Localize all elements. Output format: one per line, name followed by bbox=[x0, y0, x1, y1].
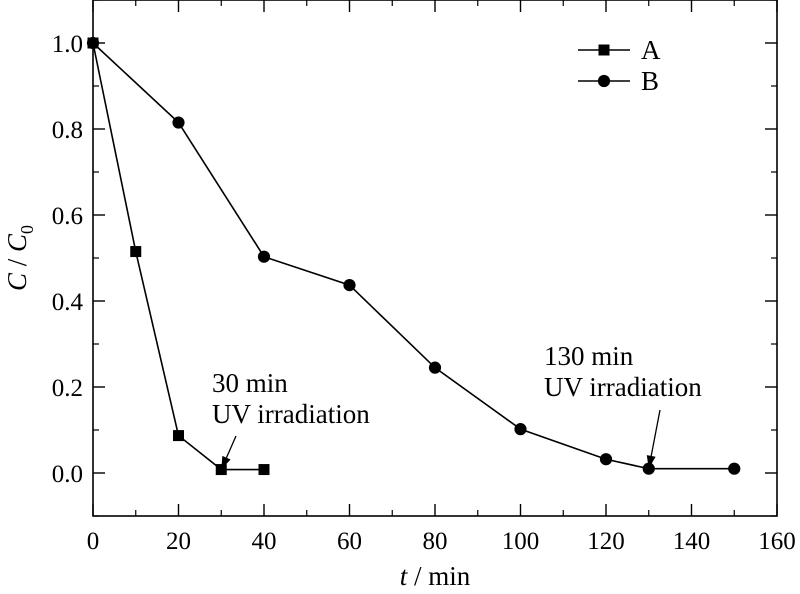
data-point-circle bbox=[343, 278, 356, 292]
y-tick-label: 0.8 bbox=[52, 117, 83, 144]
y-tick-label: 0.6 bbox=[52, 203, 83, 230]
axis-ticks: 0 20 40 60 80 100 120 140 160 0.0 0.2 0.4 0.6 0.8 1.0 bbox=[52, 0, 796, 555]
data-point-square bbox=[173, 430, 184, 442]
x-tick-label: 40 bbox=[252, 528, 277, 555]
data-point-circle bbox=[514, 423, 527, 436]
x-axis-label: t / min bbox=[400, 561, 471, 591]
legend-label-B: B bbox=[641, 66, 659, 96]
annotation-text: 130 min UV irradiation bbox=[544, 341, 702, 402]
data-point-circle bbox=[597, 74, 611, 88]
x-tick-label: 20 bbox=[166, 528, 191, 555]
data-point-circle bbox=[428, 361, 442, 374]
x-tick-label: 60 bbox=[337, 528, 362, 555]
x-tick-label: 100 bbox=[502, 528, 540, 555]
data-point-square bbox=[130, 246, 142, 258]
annotation-arrow-line bbox=[649, 409, 661, 461]
annotations: 30 min UV irradiation 130 min UV irradiatio… bbox=[212, 341, 702, 470]
x-tick-label: 140 bbox=[673, 528, 711, 555]
annotation-arrow-head bbox=[646, 455, 656, 469]
data-point-square bbox=[258, 464, 270, 476]
series-lines bbox=[92, 42, 735, 471]
legend-label-A: A bbox=[641, 35, 661, 65]
data-point-circle bbox=[599, 453, 613, 466]
series-markers bbox=[86, 36, 741, 476]
x-tick-label: 80 bbox=[423, 528, 448, 555]
data-point-circle bbox=[257, 250, 271, 263]
series-line-B bbox=[92, 42, 735, 470]
data-point-square bbox=[598, 44, 610, 56]
y-axis-label: C / C0 bbox=[2, 225, 37, 291]
y-tick-label: 0.2 bbox=[52, 375, 83, 402]
x-tick-label: 160 bbox=[758, 528, 796, 555]
x-tick-label: 120 bbox=[587, 528, 625, 555]
y-tick-label: 0.0 bbox=[52, 461, 83, 488]
x-tick-label: 0 bbox=[87, 528, 100, 555]
y-tick-label: 0.4 bbox=[52, 289, 84, 316]
annotation-text: 30 min UV irradiation bbox=[212, 368, 370, 429]
data-point-circle bbox=[86, 36, 100, 50]
legend: AB bbox=[578, 35, 661, 96]
plot-frame bbox=[92, 0, 778, 517]
annotation-arrow-head bbox=[221, 455, 231, 470]
y-tick-label: 1.0 bbox=[52, 31, 83, 58]
data-point-circle bbox=[728, 462, 741, 475]
data-point-circle bbox=[172, 116, 185, 129]
